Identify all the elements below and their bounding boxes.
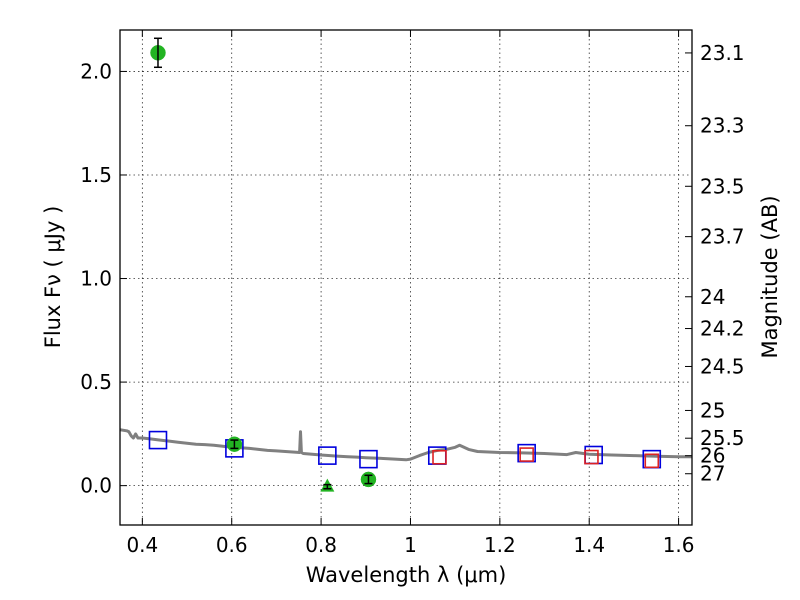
- mag-tick-label: 27: [700, 462, 725, 486]
- mag-tick-label: 23.7: [700, 225, 745, 249]
- mag-tick-label: 25.5: [700, 426, 745, 450]
- mag-tick-label: 26: [700, 444, 725, 468]
- x-tick-label: 1.6: [663, 533, 695, 557]
- grid-lines: [120, 30, 692, 525]
- y-tick-label: 0.5: [80, 370, 112, 394]
- mag-tick-label: 24.2: [700, 317, 745, 341]
- mag-tick-label: 23.1: [700, 41, 745, 65]
- model-phot-square: [148, 430, 168, 450]
- y-tick-label: 2.0: [80, 59, 112, 83]
- x-axis-label: Wavelength λ (μm): [306, 563, 507, 587]
- plot-area: [120, 37, 692, 492]
- model-spectrum-line: [120, 428, 692, 462]
- model-phot-ir-square: [584, 449, 599, 465]
- x-tick-label: 0.4: [126, 533, 158, 557]
- model-phot-square: [359, 449, 378, 469]
- mag-tick-label: 25: [700, 398, 725, 422]
- y-axis-label-right: Magnitude (AB): [758, 195, 782, 358]
- model-phot-ir-square: [432, 449, 447, 465]
- x-tick-label: 0.8: [305, 533, 337, 557]
- x-tick-label: 1: [404, 533, 417, 557]
- model-phot-ir-square: [519, 447, 534, 462]
- model-phot-ir-square: [644, 453, 660, 469]
- x-tick-label: 1.4: [573, 533, 605, 557]
- axis-ticks: 0.4 0.6 0.8 1 1.2 1.4 1.6 0.0 0.5 1.0 1.5 2.0 23.1 23…: [80, 30, 745, 557]
- x-tick-label: 0.6: [216, 533, 248, 557]
- y-axis-label: Flux Fν ( μJy ): [41, 206, 65, 349]
- y-tick-label: 1.0: [80, 267, 112, 291]
- mag-tick-label: 23.5: [700, 174, 745, 198]
- x-tick-label: 1.2: [484, 533, 516, 557]
- y-tick-label: 0.0: [80, 474, 112, 498]
- mag-tick-label: 23.3: [700, 114, 745, 138]
- y-tick-label: 1.5: [80, 163, 112, 187]
- plot-frame: [119, 29, 693, 526]
- mag-tick-label: 24.5: [700, 354, 745, 378]
- model-phot-square: [318, 446, 337, 465]
- mag-tick-label: 24: [700, 285, 725, 309]
